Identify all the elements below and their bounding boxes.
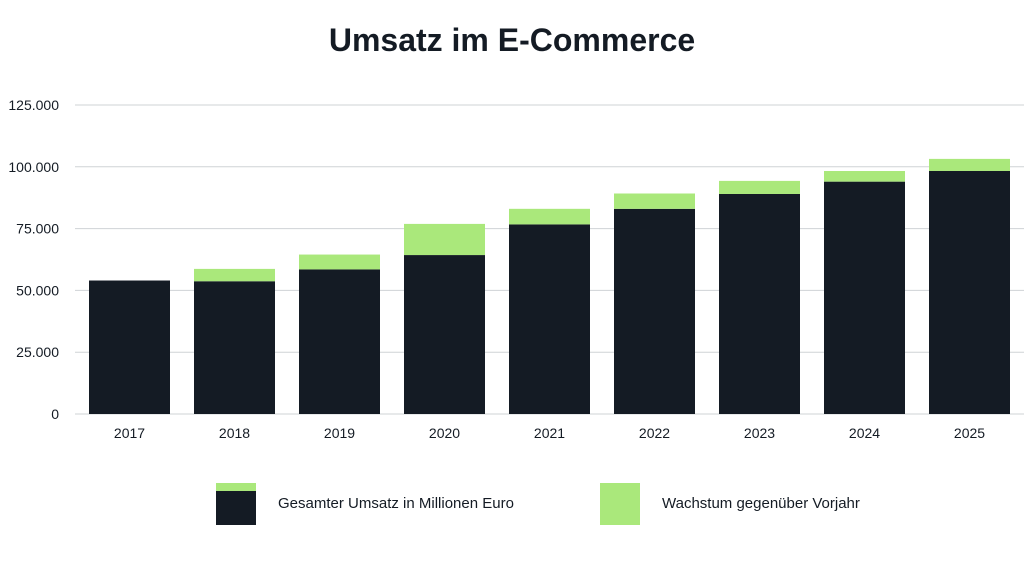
bar-total [509, 224, 590, 414]
y-axis-ticks: 0 25.000 50.000 75.000 100.000 125.000 [8, 97, 59, 422]
x-tick-label: 2023 [744, 425, 775, 441]
y-tick-label: 50.000 [16, 282, 59, 298]
legend-swatch-growth [600, 483, 640, 525]
x-tick-label: 2018 [219, 425, 250, 441]
bar-total [719, 193, 800, 414]
y-tick-label: 100.000 [8, 159, 59, 175]
legend-item-total: Gesamter Umsatz in Millionen Euro [216, 483, 556, 525]
y-tick-label: 0 [51, 406, 59, 422]
bar-growth [299, 254, 380, 270]
bar-growth [929, 158, 1010, 172]
bar-total [824, 181, 905, 414]
legend-label-total: Gesamter Umsatz in Millionen Euro [278, 495, 514, 512]
chart-title: Umsatz im E-Commerce [328, 22, 696, 58]
x-tick-label: 2025 [954, 425, 985, 441]
x-axis-ticks: 2017 2018 2019 2020 2021 2022 2023 2024 2025 [114, 425, 985, 441]
bar-growth [194, 268, 275, 282]
x-tick-label: 2017 [114, 425, 145, 441]
bars [89, 158, 1010, 414]
legend-label-growth: Wachstum gegenüber Vorjahr [662, 495, 860, 512]
y-tick-label: 125.000 [8, 97, 59, 113]
bar-growth [404, 223, 485, 256]
bar-growth [614, 193, 695, 209]
bar-total [299, 269, 380, 414]
bar-growth [509, 208, 590, 225]
x-tick-label: 2024 [849, 425, 880, 441]
bar-growth [824, 171, 905, 182]
x-tick-label: 2021 [534, 425, 565, 441]
bar-total [929, 171, 1010, 414]
bar-total [89, 280, 170, 414]
x-tick-label: 2022 [639, 425, 670, 441]
bar-total [404, 255, 485, 414]
legend-item-growth: Wachstum gegenüber Vorjahr [600, 483, 920, 525]
bar-total [194, 281, 275, 414]
legend-swatch-total [216, 483, 256, 525]
x-tick-label: 2019 [324, 425, 355, 441]
y-tick-label: 75.000 [16, 221, 59, 237]
x-tick-label: 2020 [429, 425, 460, 441]
bar-total [614, 208, 695, 414]
bar-growth [719, 180, 800, 194]
y-tick-label: 25.000 [16, 344, 59, 360]
